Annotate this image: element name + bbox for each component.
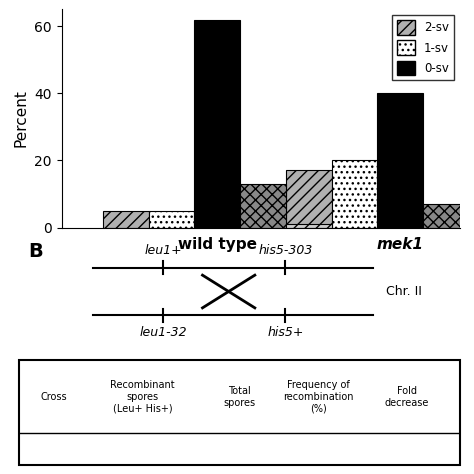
Text: leu1-32: leu1-32 (139, 327, 187, 339)
Text: his5+: his5+ (267, 327, 303, 339)
Text: Recombinant
spores
(Leu+ His+): Recombinant spores (Leu+ His+) (110, 380, 175, 413)
Text: Total
spores: Total spores (223, 386, 255, 408)
Bar (148, 211, 194, 228)
Text: leu1+: leu1+ (145, 244, 182, 256)
Bar (469, 208, 474, 228)
Bar (332, 160, 377, 228)
Legend: 2-sv, 1-sv, 0-sv: 2-sv, 1-sv, 0-sv (392, 15, 454, 80)
Text: Frequency of
recombination
(%): Frequency of recombination (%) (283, 380, 354, 413)
Text: Cross: Cross (41, 392, 67, 402)
Text: Fold
decrease: Fold decrease (385, 386, 429, 408)
Bar (377, 93, 423, 228)
Bar (423, 204, 469, 228)
Y-axis label: Percent: Percent (14, 90, 29, 147)
Bar (286, 171, 332, 228)
Bar (194, 19, 240, 228)
Text: his5-303: his5-303 (258, 244, 312, 256)
Bar (103, 211, 148, 228)
Text: B: B (28, 243, 43, 262)
Bar (286, 224, 332, 228)
Bar (240, 184, 286, 228)
Text: Chr. II: Chr. II (386, 285, 421, 298)
